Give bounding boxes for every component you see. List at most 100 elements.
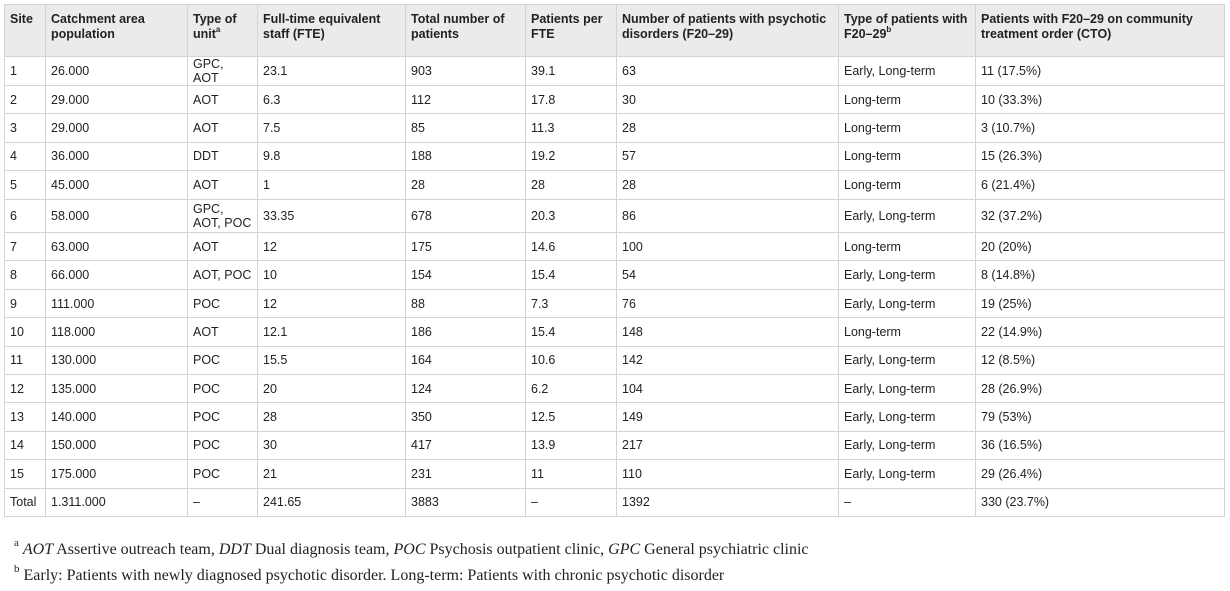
cell-patient-type: Long-term (838, 141, 976, 172)
cell-psychotic-count: 30 (616, 84, 839, 115)
cell-fte: 33.35 (257, 198, 406, 234)
cell-patients-per-fte: 7.3 (525, 288, 617, 319)
cell-catchment: 130.000 (45, 345, 188, 376)
cell-patient-type: – (838, 487, 976, 517)
cell-site: 9 (4, 288, 46, 319)
table-header: Site Catchment area population Type of u… (4, 4, 1225, 57)
cell-catchment: 118.000 (45, 317, 188, 347)
table-total-row: Total 1.311.000–241.65 3883–1392–330 (23.7… (4, 487, 1225, 517)
cell-catchment: 45.000 (45, 170, 188, 200)
cell-unit-type: GPC, AOT (187, 56, 258, 86)
footnote-b: b Early: Patients with newly diagnosed p… (14, 563, 809, 589)
cell-site: 13 (4, 402, 46, 432)
footnote-a: a AOT Assertive outreach team, DDT Dual … (14, 537, 809, 563)
cell-patient-type: Early, Long-term (838, 430, 976, 461)
abbr-gpc-def: General psychiatric clinic (640, 541, 809, 558)
cell-cto: 330 (23.7%) (975, 487, 1225, 517)
cell-cto: 22 (14.9%) (975, 317, 1225, 347)
cell-fte: 241.65 (257, 487, 406, 517)
abbr-aot: AOT (22, 541, 54, 558)
cell-fte: 12 (257, 232, 406, 262)
cell-cto: 6 (21.4%) (975, 170, 1225, 200)
abbr-poc: POC (393, 541, 426, 558)
abbr-gpc: GPC (608, 541, 641, 558)
cell-cto: 12 (8.5%) (975, 345, 1225, 376)
footnote-b-text: Early: Patients with newly diagnosed psy… (19, 567, 725, 584)
cell-patients-per-fte: 15.4 (525, 317, 617, 347)
cell-psychotic-count: 76 (616, 288, 839, 319)
header-site: Site (4, 4, 46, 57)
cell-unit-type: POC (187, 459, 258, 489)
table-row: 10 118.000 AOT 12.1 186 15.4 148 Long-term 22 (1… (4, 317, 1225, 347)
cell-patients-per-fte: 17.8 (525, 84, 617, 115)
cell-site: 1 (4, 56, 46, 86)
cell-cto: 10 (33.3%) (975, 84, 1225, 115)
cell-cto: 28 (26.9%) (975, 374, 1225, 404)
header-catchment: Catchment area population (45, 4, 188, 57)
cell-catchment: 1.311.000 (45, 487, 188, 517)
cell-patients-per-fte: – (525, 487, 617, 517)
cell-cto: 15 (26.3%) (975, 141, 1225, 172)
cell-unit-type: POC (187, 345, 258, 376)
cell-total-patients: 417 (405, 430, 526, 461)
cell-unit-type: AOT (187, 113, 258, 143)
cell-fte: 20 (257, 374, 406, 404)
cell-unit-type: POC (187, 402, 258, 432)
cell-fte: 21 (257, 459, 406, 489)
cell-patient-type: Long-term (838, 317, 976, 347)
cell-fte: 6.3 (257, 84, 406, 115)
table-row: 8 66.000 AOT, POC 10 154 15.4 54 Early, Long-te… (4, 260, 1225, 290)
cell-total-patients: 154 (405, 260, 526, 290)
table-footnotes: a AOT Assertive outreach team, DDT Dual … (14, 537, 809, 589)
table-row: 14 150.000 POC 30 417 13.9 217 Early, Long-term… (4, 430, 1225, 461)
cell-total-patients: 112 (405, 84, 526, 115)
header-psychotic-count: Number of patients with psychotic disord… (616, 4, 839, 57)
cell-psychotic-count: 217 (616, 430, 839, 461)
footnote-mark-b: b (886, 24, 892, 34)
cell-total-patients: 903 (405, 56, 526, 86)
cell-unit-type: AOT (187, 317, 258, 347)
cell-site: 3 (4, 113, 46, 143)
cell-unit-type: AOT (187, 84, 258, 115)
cell-total-patients: 188 (405, 141, 526, 172)
cell-patients-per-fte: 12.5 (525, 402, 617, 432)
cell-site: 4 (4, 141, 46, 172)
cell-fte: 9.8 (257, 141, 406, 172)
cell-unit-type: DDT (187, 141, 258, 172)
table-row: 3 29.000 AOT 7.5 85 11.3 28 Long-term 3 (10.7%) (4, 113, 1225, 143)
cell-patient-type: Long-term (838, 113, 976, 143)
cell-catchment: 66.000 (45, 260, 188, 290)
cell-site: 10 (4, 317, 46, 347)
abbr-ddt: DDT (218, 541, 251, 558)
cell-patients-per-fte: 15.4 (525, 260, 617, 290)
cell-total-patients: 186 (405, 317, 526, 347)
cell-site: 5 (4, 170, 46, 200)
cell-unit-type: GPC, AOT, POC (187, 198, 258, 234)
footnote-a-mark: a (14, 536, 19, 549)
cell-cto: 8 (14.8%) (975, 260, 1225, 290)
cell-psychotic-count: 110 (616, 459, 839, 489)
cell-psychotic-count: 148 (616, 317, 839, 347)
cell-psychotic-count: 1392 (616, 487, 839, 517)
cell-catchment: 175.000 (45, 459, 188, 489)
cell-cto: 20 (20%) (975, 232, 1225, 262)
table-row: 1 26.000 GPC, AOT 23.1 903 39.1 63 Early, Long-… (4, 56, 1225, 86)
cell-total-patients: 28 (405, 170, 526, 200)
table-row: 4 36.000 DDT 9.8 188 19.2 57 Long-term 15 (26.3%… (4, 141, 1225, 172)
table-row: 5 45.000 AOT 1 28 28 28 Long-term 6 (21.4%) (4, 170, 1225, 200)
abbr-ddt-def: Dual diagnosis team, (250, 541, 394, 558)
cell-psychotic-count: 28 (616, 113, 839, 143)
cell-patient-type: Early, Long-term (838, 345, 976, 376)
cell-unit-type: AOT (187, 170, 258, 200)
table-row: 9 111.000 POC 12 88 7.3 76 Early, Long-term 19 (… (4, 288, 1225, 319)
header-patient-type: Type of patients with F20–29b (838, 4, 976, 57)
cell-total-patients: 85 (405, 113, 526, 143)
cell-patients-per-fte: 6.2 (525, 374, 617, 404)
cell-site: 7 (4, 232, 46, 262)
cell-psychotic-count: 104 (616, 374, 839, 404)
cell-psychotic-count: 149 (616, 402, 839, 432)
cell-cto: 36 (16.5%) (975, 430, 1225, 461)
abbr-aot-def: Assertive outreach team, (53, 541, 219, 558)
header-unit-type: Type of unita (187, 4, 258, 57)
cell-catchment: 36.000 (45, 141, 188, 172)
